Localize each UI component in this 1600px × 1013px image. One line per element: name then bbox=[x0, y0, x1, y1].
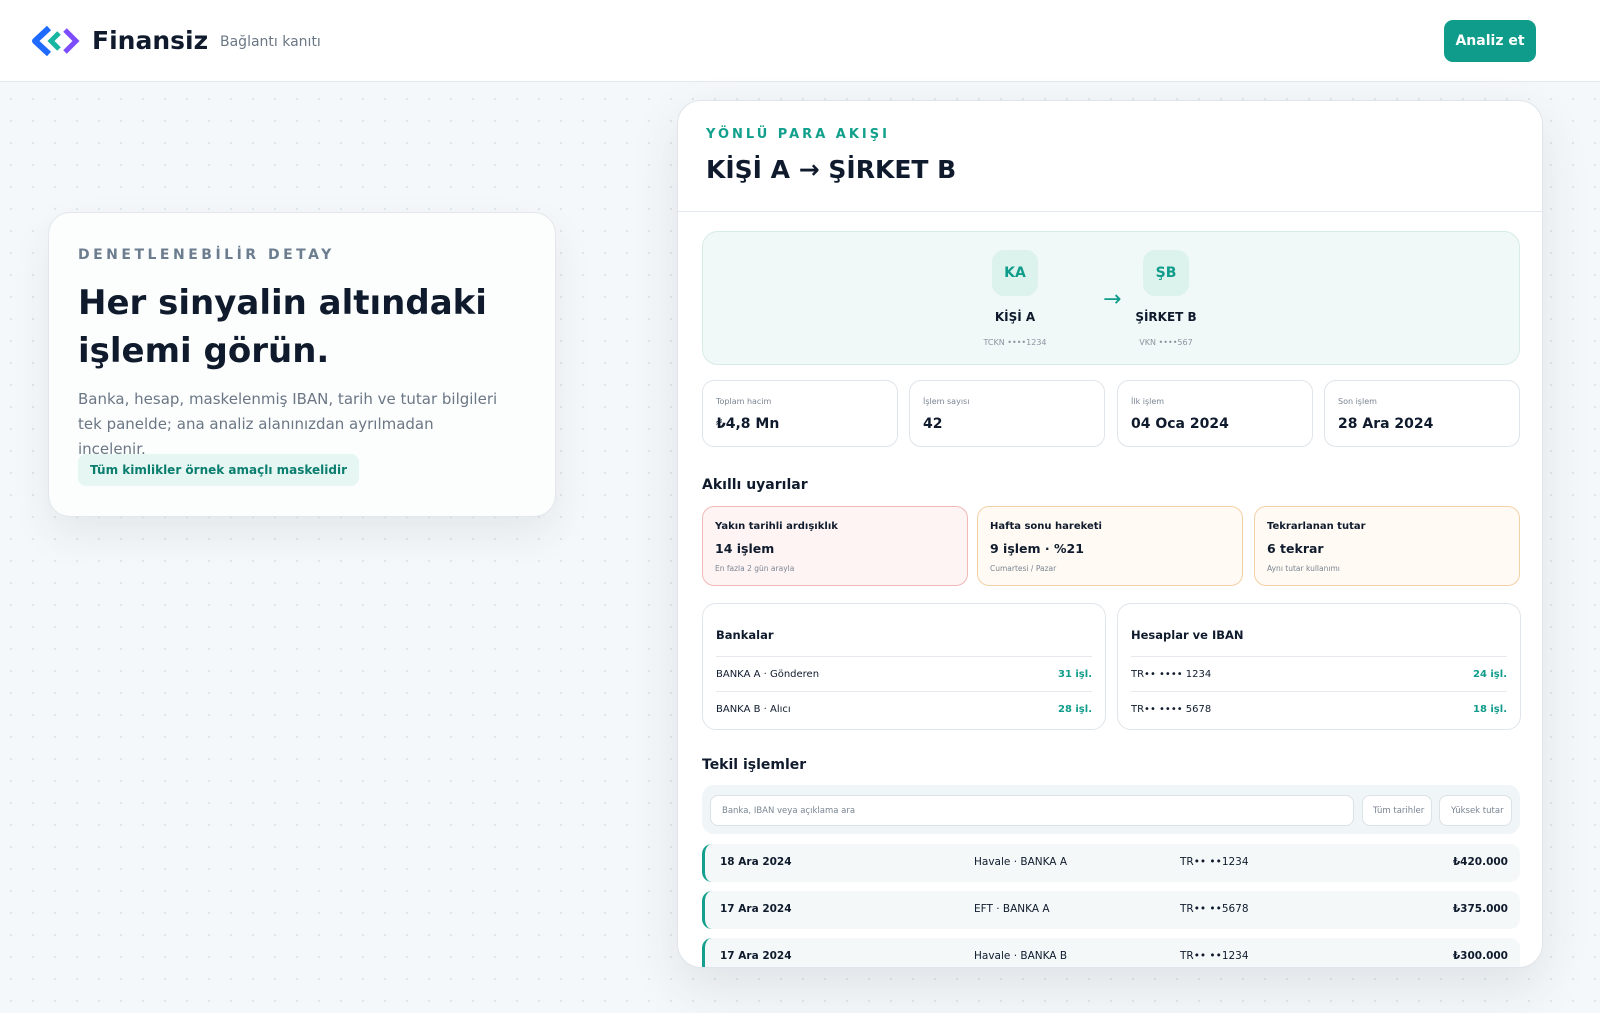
accounts-card: Hesaplar ve IBAN TR•• •••• 1234 24 işl. T… bbox=[1117, 603, 1521, 730]
stat-label: İlk işlem bbox=[1131, 397, 1165, 406]
entity-name: ŞİRKET B bbox=[1135, 310, 1197, 324]
tx-amount: ₺300.000 bbox=[1452, 950, 1508, 962]
stat-label: İşlem sayısı bbox=[923, 397, 970, 406]
row-label: BANKA A · Gönderen bbox=[716, 668, 820, 680]
panel-header: YÖNLÜ PARA AKIŞI KİŞİ A → ŞİRKET B bbox=[678, 101, 1542, 212]
alert-card: Hafta sonu hareketi 9 işlem · %21 Cumartes… bbox=[977, 506, 1243, 586]
alert-title: Tekrarlanan tutar bbox=[1267, 521, 1366, 532]
flow-to: ŞB ŞİRKET B VKN ••••567 bbox=[1106, 250, 1226, 347]
list-row: BANKA A · Gönderen 31 işl. bbox=[716, 656, 1092, 691]
alert-title: Hafta sonu hareketi bbox=[990, 521, 1102, 532]
stat-label: Son işlem bbox=[1338, 397, 1377, 406]
stat-card: Toplam hacim ₺4,8 Mn bbox=[702, 380, 898, 447]
eyebrow: YÖNLÜ PARA AKIŞI bbox=[706, 127, 890, 142]
entity-name: KİŞİ A bbox=[994, 310, 1036, 324]
alert-note: En fazla 2 gün arayla bbox=[715, 564, 795, 573]
stat-value: 42 bbox=[923, 416, 943, 432]
tx-amount: ₺420.000 bbox=[1452, 856, 1508, 868]
stat-value: 04 Oca 2024 bbox=[1131, 416, 1229, 432]
flow-from: KA KİŞİ A TCKN ••••1234 bbox=[955, 250, 1075, 347]
row-count: 24 işl. bbox=[1472, 668, 1507, 680]
eyebrow: DENETLENEBİLİR DETAY bbox=[78, 247, 335, 263]
intro-text: Banka, hesap, maskelenmiş IBAN, tarih ve… bbox=[78, 390, 498, 458]
intro-title: Her sinyalin altındaki işlemi görün. bbox=[78, 283, 487, 371]
tx-date: 17 Ara 2024 bbox=[720, 950, 792, 962]
intro-card: DENETLENEBİLİR DETAY Her sinyalin altınd… bbox=[48, 212, 556, 517]
flow-arrow: → bbox=[1103, 287, 1122, 312]
row-label: TR•• •••• 5678 bbox=[1131, 703, 1212, 715]
transaction-row[interactable]: 18 Ara 2024 Havale · BANKA A TR•• ••1234 ₺4… bbox=[702, 844, 1520, 882]
tx-type: Havale · BANKA B bbox=[974, 950, 1068, 962]
tx-account: TR•• ••1234 bbox=[1180, 950, 1249, 962]
list-row: BANKA B · Alıcı 28 işl. bbox=[716, 691, 1092, 726]
detail-panel: YÖNLÜ PARA AKIŞI KİŞİ A → ŞİRKET B KA Kİ… bbox=[677, 100, 1543, 968]
section-title: Tekil işlemler bbox=[702, 757, 807, 773]
subtitle: Bağlantı kanıtı bbox=[220, 34, 321, 50]
transaction-row[interactable]: 17 Ara 2024 EFT · BANKA A TR•• ••5678 ₺375.… bbox=[702, 891, 1520, 929]
logo bbox=[32, 25, 80, 57]
search-input[interactable]: Banka, IBAN veya açıklama ara bbox=[710, 795, 1354, 826]
banks-card: Bankalar BANKA A · Gönderen 31 işl. BANKA… bbox=[702, 603, 1106, 730]
top-bar: Finansiz Bağlantı kanıtı Analiz et bbox=[0, 0, 1600, 82]
filter-button[interactable]: Yüksek tutar bbox=[1439, 795, 1512, 826]
stat-card: İşlem sayısı 42 bbox=[909, 380, 1105, 447]
stat-value: ₺4,8 Mn bbox=[716, 416, 780, 432]
alert-note: Cumartesi / Pazar bbox=[990, 564, 1057, 573]
entity-id: VKN ••••567 bbox=[1139, 338, 1193, 347]
list-row: TR•• •••• 1234 24 işl. bbox=[1131, 656, 1507, 691]
stat-label: Toplam hacim bbox=[716, 397, 772, 406]
transaction-row[interactable]: 17 Ara 2024 Havale · BANKA B TR•• ••1234 ₺3… bbox=[702, 938, 1520, 967]
alert-card: Yakın tarihli ardışıklık 14 işlem En fazla… bbox=[702, 506, 968, 586]
alert-card: Tekrarlanan tutar 6 tekrar Aynı tutar kull… bbox=[1254, 506, 1520, 586]
row-label: BANKA B · Alıcı bbox=[716, 703, 791, 715]
alert-note: Aynı tutar kullanımı bbox=[1267, 564, 1340, 573]
stat-value: 28 Ara 2024 bbox=[1338, 416, 1434, 432]
alert-value: 9 işlem · %21 bbox=[990, 541, 1084, 556]
avatar: KA bbox=[992, 250, 1038, 296]
card-title: Bankalar bbox=[716, 628, 774, 642]
stat-card: Son işlem 28 Ara 2024 bbox=[1324, 380, 1520, 447]
search-bar: Banka, IBAN veya açıklama ara Tüm tarihl… bbox=[702, 785, 1520, 834]
tx-date: 18 Ara 2024 bbox=[720, 856, 792, 868]
analyze-button[interactable]: Analiz et bbox=[1444, 20, 1536, 62]
brand: Finansiz bbox=[92, 26, 209, 55]
flow-box: KA KİŞİ A TCKN ••••1234 → ŞB ŞİRKET B VK… bbox=[702, 231, 1520, 365]
avatar: ŞB bbox=[1143, 250, 1189, 296]
alert-value: 14 işlem bbox=[715, 541, 775, 556]
tx-amount: ₺375.000 bbox=[1452, 903, 1508, 915]
row-count: 28 işl. bbox=[1057, 703, 1092, 715]
alert-title: Yakın tarihli ardışıklık bbox=[715, 521, 838, 532]
row-label: TR•• •••• 1234 bbox=[1131, 668, 1212, 680]
alert-value: 6 tekrar bbox=[1267, 541, 1324, 556]
section-title: Akıllı uyarılar bbox=[702, 477, 808, 493]
row-count: 18 işl. bbox=[1472, 703, 1507, 715]
tx-account: TR•• ••5678 bbox=[1180, 903, 1249, 915]
entity-id: TCKN ••••1234 bbox=[983, 338, 1047, 347]
panel-title: KİŞİ A → ŞİRKET B bbox=[706, 155, 957, 184]
list-row: TR•• •••• 5678 18 işl. bbox=[1131, 691, 1507, 726]
tx-date: 17 Ara 2024 bbox=[720, 903, 792, 915]
stat-card: İlk işlem 04 Oca 2024 bbox=[1117, 380, 1313, 447]
filter-button[interactable]: Tüm tarihler bbox=[1362, 795, 1432, 826]
badge: Tüm kimlikler örnek amaçlı maskelidir bbox=[78, 454, 360, 486]
tx-account: TR•• ••1234 bbox=[1180, 856, 1249, 868]
row-count: 31 işl. bbox=[1057, 668, 1092, 680]
tx-type: EFT · BANKA A bbox=[974, 903, 1050, 915]
card-title: Hesaplar ve IBAN bbox=[1131, 628, 1244, 642]
tx-type: Havale · BANKA A bbox=[974, 856, 1068, 868]
